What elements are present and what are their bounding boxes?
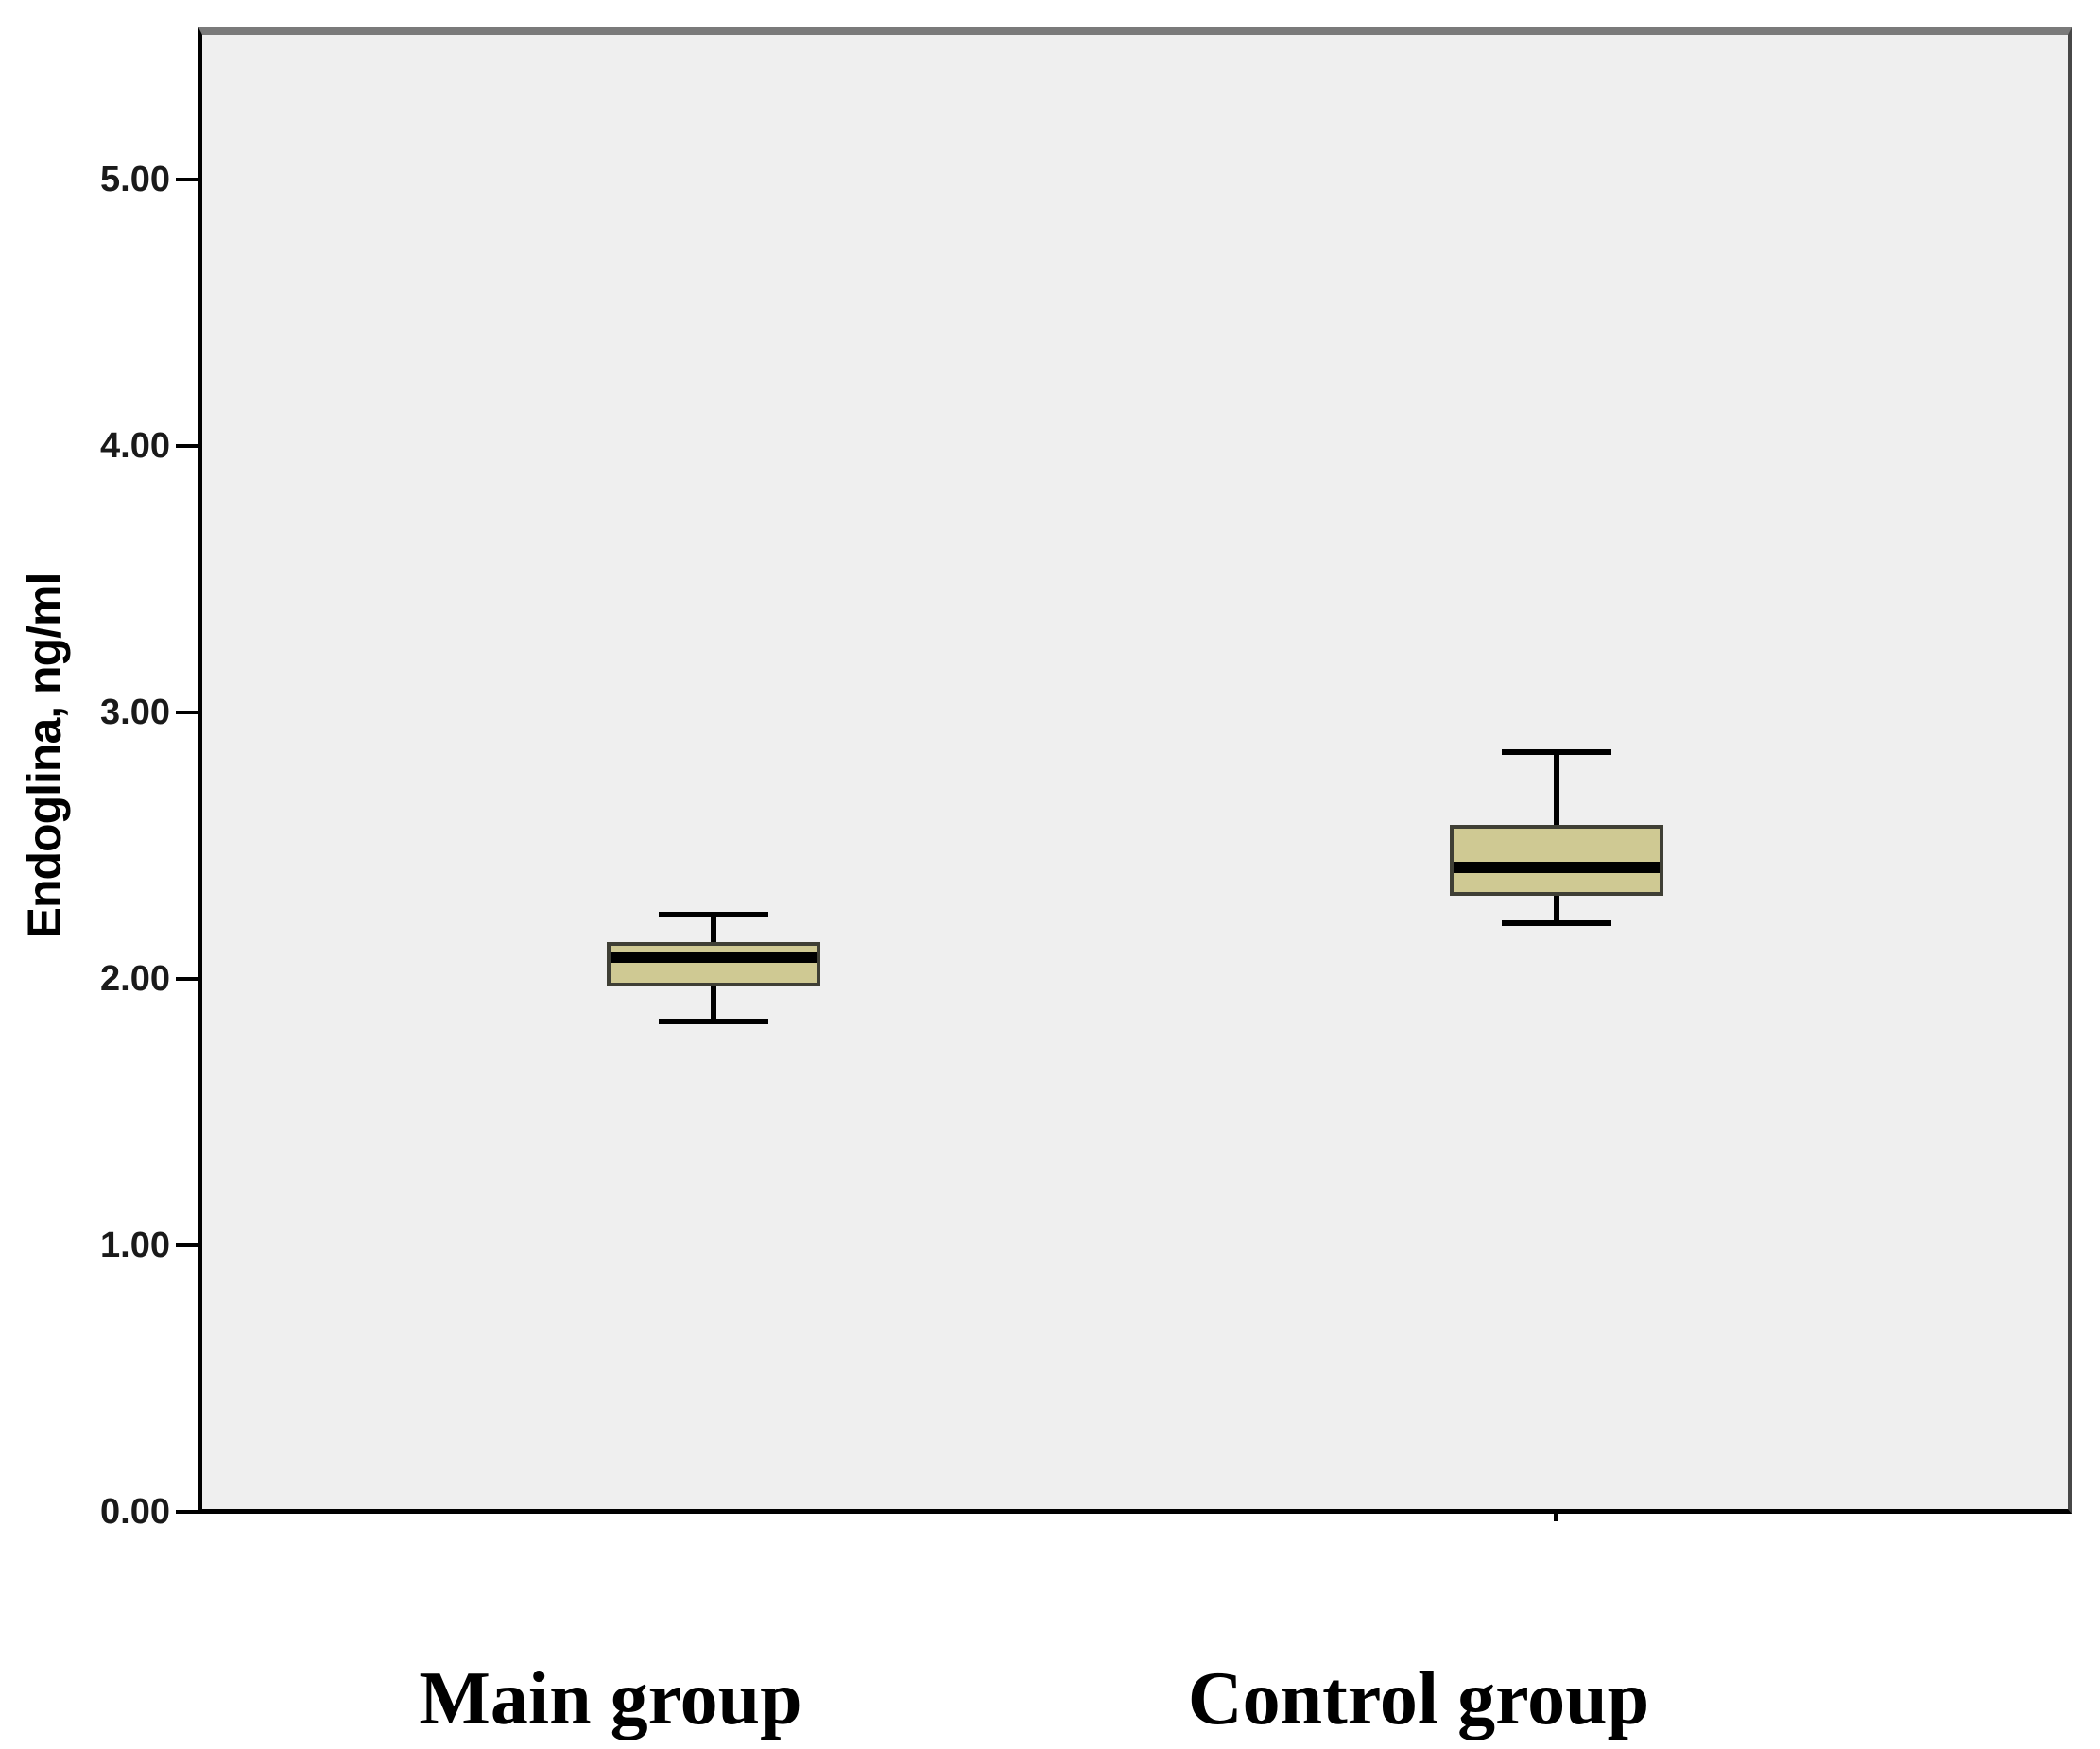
whisker-lower-stem bbox=[1554, 893, 1559, 923]
x-category-tick bbox=[1553, 1514, 1558, 1521]
median-line bbox=[611, 952, 817, 964]
median-line bbox=[1454, 861, 1660, 873]
y-axis-title: Endoglina, ng/ml bbox=[18, 573, 71, 939]
y-tick-label: 5.00 bbox=[100, 160, 170, 199]
y-tick-label: 1.00 bbox=[100, 1226, 170, 1265]
x-category-label: Main group bbox=[419, 1657, 802, 1740]
whisker-lower-stem bbox=[711, 984, 716, 1022]
y-tick-mark bbox=[176, 1243, 198, 1247]
y-tick-label: 4.00 bbox=[100, 426, 170, 466]
y-tick-label: 3.00 bbox=[100, 693, 170, 732]
y-tick-mark bbox=[176, 178, 198, 181]
x-category-label: Control group bbox=[1187, 1657, 1650, 1740]
whisker-upper-stem bbox=[1554, 752, 1559, 828]
y-tick-mark bbox=[176, 444, 198, 448]
y-tick-mark bbox=[176, 977, 198, 981]
iqr-box bbox=[1450, 825, 1663, 896]
y-tick-mark bbox=[176, 1510, 198, 1514]
whisker-upper-stem bbox=[711, 915, 716, 945]
y-tick-label: 0.00 bbox=[100, 1492, 170, 1532]
whisker-max-cap bbox=[659, 912, 768, 918]
whisker-max-cap bbox=[1502, 749, 1611, 756]
plot-area bbox=[198, 27, 2072, 1514]
y-tick-label: 2.00 bbox=[100, 959, 170, 999]
y-tick-mark bbox=[176, 711, 198, 714]
iqr-box bbox=[607, 942, 820, 986]
whisker-min-cap bbox=[659, 1019, 768, 1025]
whisker-min-cap bbox=[1502, 919, 1611, 926]
